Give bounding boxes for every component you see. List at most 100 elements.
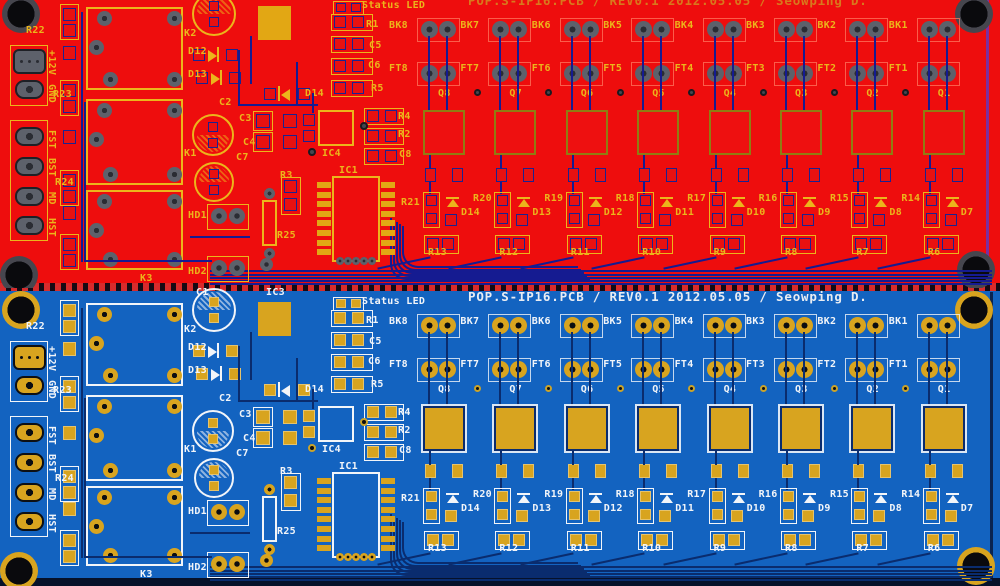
through-hole-pad (260, 258, 273, 271)
smd-pad (809, 464, 820, 478)
diode-icon (447, 495, 459, 503)
trace (591, 256, 645, 270)
through-hole-pad (796, 317, 813, 334)
connector-pad (15, 483, 44, 502)
mounting-hole (2, 0, 40, 33)
silk-label-ft5: FT5 (603, 63, 623, 74)
smd-pad (367, 130, 379, 142)
diode-icon (217, 343, 219, 358)
connector-pad (15, 157, 44, 176)
ic4-outline (318, 406, 354, 442)
resistor-outline (709, 235, 745, 254)
bk-pad-outline (488, 18, 532, 42)
smd-pad (193, 49, 205, 61)
silk-label-r11: R11 (570, 247, 590, 258)
trace (786, 451, 788, 465)
silk-label-hst: HST (46, 514, 57, 533)
ic-pin-pad (381, 210, 395, 217)
smd-pad (193, 345, 205, 357)
smd-pad (427, 534, 439, 546)
diode-icon (281, 89, 290, 101)
smd-pad (855, 238, 868, 250)
silk-label-r4: R4 (398, 111, 411, 122)
silk-label-d12: D12 (188, 46, 207, 57)
silk-label-d12: D12 (188, 342, 207, 353)
silk-label-r13: R13 (428, 543, 447, 554)
smd-pad (63, 426, 76, 440)
diode-icon (732, 495, 745, 503)
smd-pad (385, 130, 397, 142)
trace (713, 36, 716, 112)
silk-label-hst: HST (46, 218, 57, 237)
smd-pad (209, 297, 219, 307)
trace (660, 332, 663, 408)
smd-pad (641, 238, 654, 250)
silk-label-r22: R22 (26, 25, 45, 36)
silk-label-q4: Q4 (723, 384, 737, 395)
smd-pad (496, 464, 508, 478)
diode-icon (220, 366, 222, 381)
cap-pad-outline (253, 407, 273, 427)
bk-pad-outline (631, 18, 675, 42)
through-hole-pad (368, 553, 376, 561)
silk-label-ft3: FT3 (746, 359, 765, 370)
smd-pad (298, 384, 310, 396)
silk-label-r23: R23 (53, 385, 72, 396)
trace (238, 346, 240, 402)
smd-pad (640, 213, 652, 224)
header-outline (207, 256, 249, 282)
ft-pad-outline (845, 358, 889, 382)
trace (428, 36, 430, 112)
smd-pad (926, 534, 939, 546)
silk-label-ft2: FT2 (817, 63, 837, 74)
transistor-tab-pad (851, 406, 894, 451)
smd-pad (334, 356, 346, 368)
header-outline (207, 552, 249, 578)
trace (500, 478, 503, 490)
silk-label-ft6: FT6 (531, 359, 551, 370)
resistor-outline (495, 235, 531, 254)
board-bottom-edge (0, 283, 1000, 288)
trace (500, 182, 503, 194)
silk-label-q6: Q6 (580, 88, 594, 99)
silk-label-ft7: FT7 (460, 63, 480, 74)
smd-pad (783, 213, 794, 224)
bk-pad-outline (559, 18, 603, 42)
ic-pin-pad (317, 182, 331, 188)
silk-label-fst: FST (46, 130, 57, 149)
smd-pad (730, 214, 743, 226)
silk-label-ft2: FT2 (817, 359, 837, 370)
trace (517, 36, 520, 112)
trace-bundle (210, 270, 992, 272)
via (474, 89, 481, 96)
silk-label-r24: R24 (55, 177, 74, 188)
through-hole-pad (211, 504, 227, 520)
pcb-board-bottom-blue: BK8 FT8 Q8 R20 D14 R13 BK7 FT7 Q7 R19 D13 R12 BK6 FT6… (0, 288, 1000, 586)
transistor-tab-pad (494, 110, 537, 155)
diode-icon (875, 495, 888, 503)
silk-label-d10: D10 (746, 503, 766, 514)
through-hole-pad (264, 248, 275, 259)
smd-pad (569, 534, 582, 546)
trace (588, 332, 591, 408)
silk-label-md: MD (46, 192, 57, 205)
silk-label-d10: D10 (746, 207, 766, 218)
silk-label-bk3: BK3 (746, 316, 765, 327)
ft-pad-outline (774, 62, 817, 86)
silk-label-d7: D7 (960, 207, 974, 218)
through-hole-pad (581, 317, 599, 334)
resistor-outline (331, 14, 373, 31)
smd-pad (568, 509, 580, 520)
trace (642, 36, 645, 112)
silk-label-r17: R17 (687, 193, 707, 204)
smd-pad (336, 299, 346, 308)
through-hole-pad (260, 554, 273, 567)
smd-pad (799, 238, 811, 250)
smd-pad (426, 213, 437, 224)
silk-label-k3: K3 (140, 569, 153, 580)
trace (499, 36, 502, 112)
silk-label-r11: R11 (570, 543, 590, 554)
ic-pin-pad (317, 210, 331, 217)
smd-pad (594, 168, 606, 182)
connector-pad (15, 187, 44, 206)
